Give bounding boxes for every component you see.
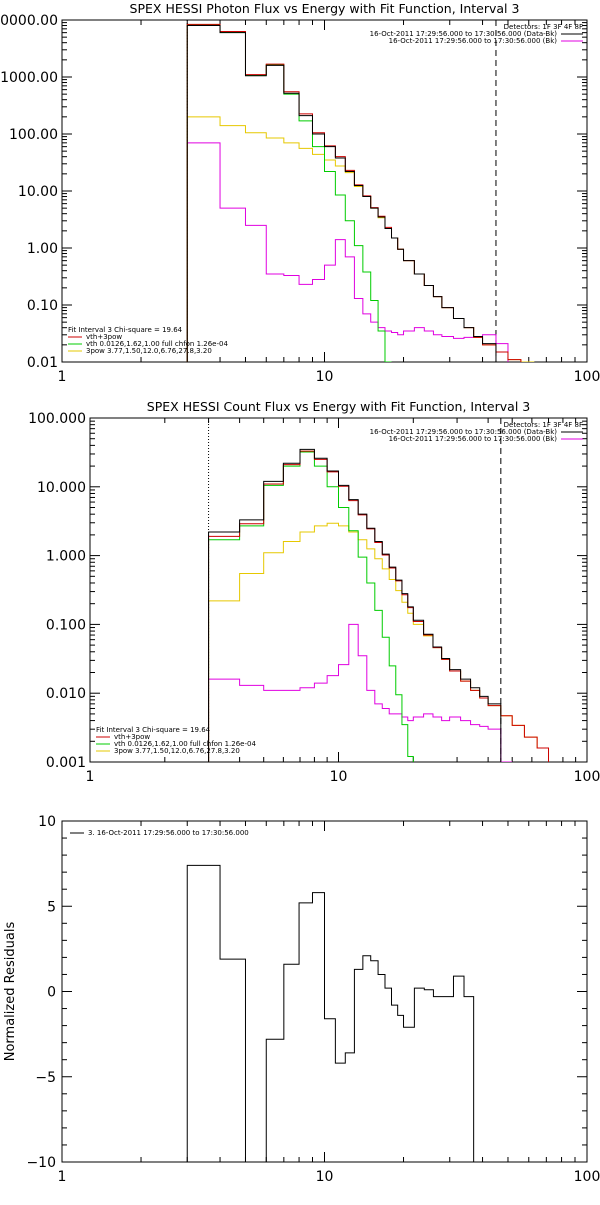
legend-entry-vth_3pow: vth+3pow xyxy=(114,733,150,741)
series-vth_3pow-line xyxy=(186,23,522,362)
chart-title: SPEX HESSI Photon Flux vs Energy with Fi… xyxy=(130,1,520,16)
y-tick-label: 10.00 xyxy=(18,184,58,200)
x-tick-label: 10 xyxy=(316,1169,334,1185)
x-tick-label: 1 xyxy=(86,769,95,785)
chart-panel-3: 1 10 100 10 5 0 −5 −10 Normalized Residuals 3. 16… xyxy=(3,814,600,1185)
y-tick-label: 0.001 xyxy=(46,755,86,771)
y-tick-label: 0.10 xyxy=(27,298,58,314)
series-bk-line xyxy=(186,142,509,362)
chart-panel-2: SPEX HESSI Count Flux vs Energy with Fit… xyxy=(28,399,600,785)
y-tick-label: 1.00 xyxy=(27,241,58,257)
interval-label: 16-Oct-2011 17:29:56.000 to 17:30:56.000… xyxy=(370,30,558,38)
series-vth-line xyxy=(186,24,392,362)
y-tick-label: −10 xyxy=(26,1155,56,1171)
y-tick-label: 1.000 xyxy=(46,549,86,565)
y-tick-label: 5 xyxy=(47,899,56,915)
y-tick-label: 0.100 xyxy=(46,617,86,633)
background-interval-label: 16-Oct-2011 17:29:56.000 to 17:30:56.000… xyxy=(389,37,558,45)
legend-entry-3pow: 3pow 3.77,1.50,12.0,6.76,27.8,3.20 xyxy=(114,747,240,755)
x-tick-label: 100 xyxy=(574,1169,600,1185)
legend-entry-total: 3. 16-Oct-2011 17:29:56.000 to 17:30:56.… xyxy=(88,829,249,837)
detectors-label: Detectors: 1F 3F 4F 8F xyxy=(504,421,583,429)
x-tick-label: 1 xyxy=(58,1169,67,1185)
series-total-line xyxy=(186,25,497,362)
y-tick-label: 10000.00 xyxy=(0,13,58,29)
series-vth_3pow-line xyxy=(208,450,550,762)
y-tick-label: −5 xyxy=(35,1070,56,1086)
x-tick-label: 10 xyxy=(316,369,334,385)
legend-heading: Fit Interval 3 Chi-square = 19.64 xyxy=(96,726,211,734)
interval-label: 16-Oct-2011 17:29:56.000 to 17:30:56.000… xyxy=(370,428,558,436)
y-tick-label: 100.000 xyxy=(28,411,86,427)
plot-frame xyxy=(61,19,588,363)
x-tick-label: 100 xyxy=(574,369,600,385)
series-3pow-line xyxy=(208,522,550,762)
series-vth-line xyxy=(208,451,414,762)
series-3pow-line xyxy=(186,116,535,362)
chart-title: SPEX HESSI Count Flux vs Energy with Fit… xyxy=(147,399,530,414)
y-tick-label: 10.000 xyxy=(37,480,86,496)
chart-panel-1: SPEX HESSI Photon Flux vs Energy with Fi… xyxy=(0,1,600,385)
plot-frame xyxy=(89,417,588,763)
legend-heading: Fit Interval 3 Chi-square = 19.64 xyxy=(68,326,183,334)
series-total-line xyxy=(186,864,475,1162)
y-tick-label: 100.00 xyxy=(9,127,58,143)
y-tick-label: 0 xyxy=(47,985,56,1001)
legend-entry-vth: vth 0.0126,1.62,1.00 full chfon 1.26e-04 xyxy=(86,340,228,348)
y-tick-label: 0.01 xyxy=(27,355,58,371)
series-total-line xyxy=(208,448,502,762)
x-tick-label: 100 xyxy=(574,769,600,785)
y-axis-label: Normalized Residuals xyxy=(3,922,18,1062)
background-interval-label: 16-Oct-2011 17:29:56.000 to 17:30:56.000… xyxy=(389,435,558,443)
y-tick-label: 10 xyxy=(38,814,56,830)
legend-entry-vth: vth 0.0126,1.62,1.00 full chfon 1.26e-04 xyxy=(114,740,256,748)
y-tick-label: 0.010 xyxy=(46,686,86,702)
legend-entry-vth_3pow: vth+3pow xyxy=(86,333,122,341)
x-tick-label: 10 xyxy=(330,769,348,785)
y-tick-label: 1000.00 xyxy=(0,70,58,86)
detectors-label: Detectors: 1F 3F 4F 8F xyxy=(504,23,583,31)
series-bk-line xyxy=(208,623,513,762)
x-tick-label: 1 xyxy=(58,369,67,385)
legend-entry-3pow: 3pow 3.77,1.50,12.0,6.76,27.8,3.20 xyxy=(86,347,212,355)
